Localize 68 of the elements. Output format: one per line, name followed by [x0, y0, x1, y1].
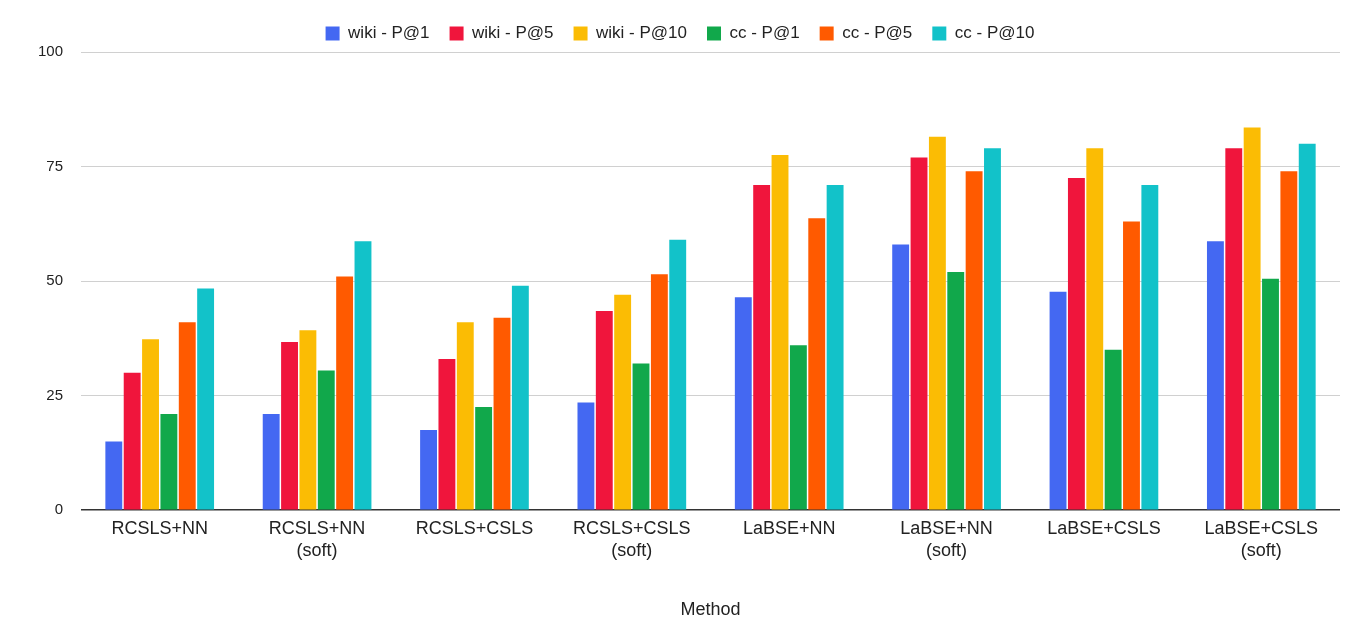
- bar: [1206, 241, 1224, 510]
- bar: [1067, 178, 1085, 510]
- x-tick-label: RCSLS+NN: [111, 517, 208, 538]
- bar: [910, 157, 928, 510]
- bar: [1141, 184, 1159, 510]
- y-tick-label: 100: [38, 42, 64, 60]
- bar: [808, 218, 826, 510]
- bar: [632, 363, 650, 510]
- bar: [1298, 143, 1316, 510]
- bar: [892, 244, 910, 510]
- bar: [1243, 127, 1261, 510]
- bar: [614, 294, 632, 510]
- bar: [984, 148, 1001, 510]
- bar: [511, 285, 529, 510]
- y-tick-label: 0: [54, 500, 64, 518]
- bar: [354, 241, 372, 510]
- bar: [317, 370, 335, 510]
- x-axis-title: Method: [680, 599, 741, 620]
- bar: [595, 310, 613, 510]
- bar: [475, 407, 493, 510]
- legend-label: wiki - P@1: [347, 23, 430, 43]
- bar: [299, 330, 317, 510]
- bar: [142, 339, 159, 510]
- x-tick-label: LaBSE+NN (soft): [900, 517, 993, 560]
- bar: [1123, 221, 1140, 510]
- bar: [947, 271, 965, 510]
- bar: [178, 322, 196, 510]
- y-tick-label: 75: [46, 156, 64, 174]
- y-tick-label: 25: [46, 385, 64, 403]
- bar: [826, 184, 844, 510]
- bar: [577, 402, 595, 510]
- bar: [1086, 148, 1104, 510]
- bar: [669, 239, 687, 510]
- bar: [1049, 291, 1067, 510]
- bar: [123, 372, 141, 510]
- bar: [160, 413, 178, 510]
- x-tick-label: RCSLS+CSLS (soft): [573, 517, 691, 560]
- x-tick-label: LaBSE+NN: [742, 517, 836, 538]
- bar: [438, 358, 456, 510]
- bar: [734, 297, 752, 510]
- bar: [493, 317, 511, 510]
- bar: [928, 136, 946, 510]
- bar: [262, 413, 280, 510]
- bar: [197, 288, 215, 510]
- bar: [771, 155, 789, 510]
- x-tick-label: LaBSE+CSLS (soft): [1204, 517, 1319, 560]
- legend-label: wiki - P@10: [595, 23, 688, 43]
- bar: [420, 430, 437, 510]
- bar: [456, 322, 474, 510]
- bar: [1104, 349, 1122, 510]
- y-tick-label: 50: [46, 271, 64, 289]
- legend-label: cc - P@5: [842, 23, 913, 43]
- bar: [281, 342, 298, 510]
- legend-label: cc - P@1: [729, 23, 800, 43]
- bar: [965, 171, 983, 510]
- bar: [105, 441, 123, 510]
- bar: [753, 184, 771, 510]
- bar: [789, 345, 807, 510]
- bar: [336, 276, 354, 510]
- legend-label: wiki - P@5: [471, 23, 554, 43]
- bar: [1225, 148, 1243, 510]
- x-tick-label: LaBSE+CSLS: [1047, 517, 1161, 538]
- x-tick-label: RCSLS+NN (soft): [268, 517, 366, 560]
- legend-label: cc - P@10: [954, 23, 1035, 43]
- bar: [650, 274, 668, 510]
- x-tick-label: RCSLS+CSLS: [415, 517, 534, 538]
- bar: [1280, 171, 1298, 510]
- bar: [1262, 278, 1279, 510]
